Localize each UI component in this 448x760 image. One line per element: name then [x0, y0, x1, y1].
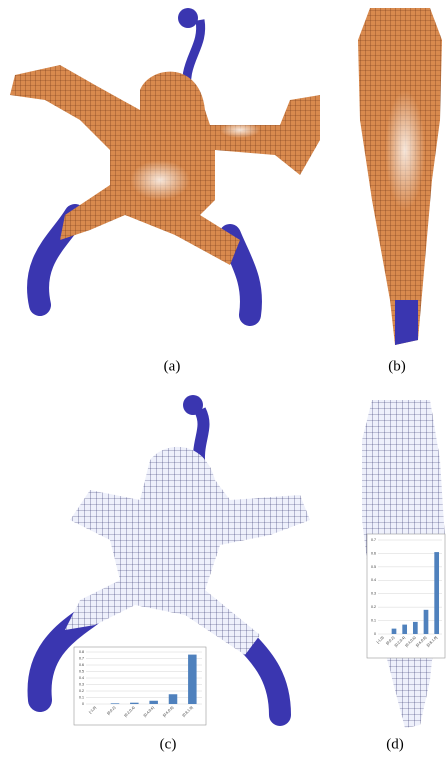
- caption: (b): [388, 358, 406, 374]
- y-tick-label: 0.1: [79, 695, 84, 699]
- page: (a) (b) (c) (d) 00.10.20.30.40.50.60.7[-…: [0, 0, 448, 760]
- y-tick-label: 0.8: [79, 650, 84, 654]
- y-tick-label: 0.2: [79, 689, 84, 693]
- bar: [169, 694, 178, 704]
- y-tick-label: 0.7: [79, 656, 84, 660]
- bar: [402, 625, 407, 634]
- y-tick-label: 0.6: [371, 551, 376, 555]
- y-tick-label: 0.6: [79, 663, 84, 667]
- y-tick-label: 0.4: [79, 676, 84, 680]
- y-tick-label: 0: [374, 632, 376, 636]
- bar: [188, 655, 197, 704]
- y-tick-label: 0.5: [371, 565, 376, 569]
- y-tick-label: 0.5: [79, 669, 84, 673]
- caption: (a): [164, 358, 181, 374]
- bar: [130, 703, 139, 704]
- y-tick-label: 0.3: [79, 682, 84, 686]
- bar: [149, 701, 158, 704]
- caption: (d): [386, 736, 404, 752]
- bar: [413, 622, 418, 634]
- y-tick-label: 0.4: [371, 578, 376, 582]
- y-tick-label: 0.2: [371, 605, 376, 609]
- y-tick-label: 0.3: [371, 592, 376, 596]
- mesh-a: [10, 8, 320, 315]
- mesh-b: [358, 8, 442, 345]
- y-tick-label: 0: [82, 702, 84, 706]
- figure: (a) (b) (c) (d) 00.10.20.30.40.50.60.7[-…: [0, 0, 448, 760]
- bar: [111, 703, 120, 704]
- y-tick-label: 0.7: [371, 538, 376, 542]
- bar: [424, 610, 429, 634]
- bar: [434, 552, 439, 634]
- bar: [392, 629, 397, 634]
- caption: (c): [160, 736, 177, 752]
- y-tick-label: 0.1: [371, 619, 376, 623]
